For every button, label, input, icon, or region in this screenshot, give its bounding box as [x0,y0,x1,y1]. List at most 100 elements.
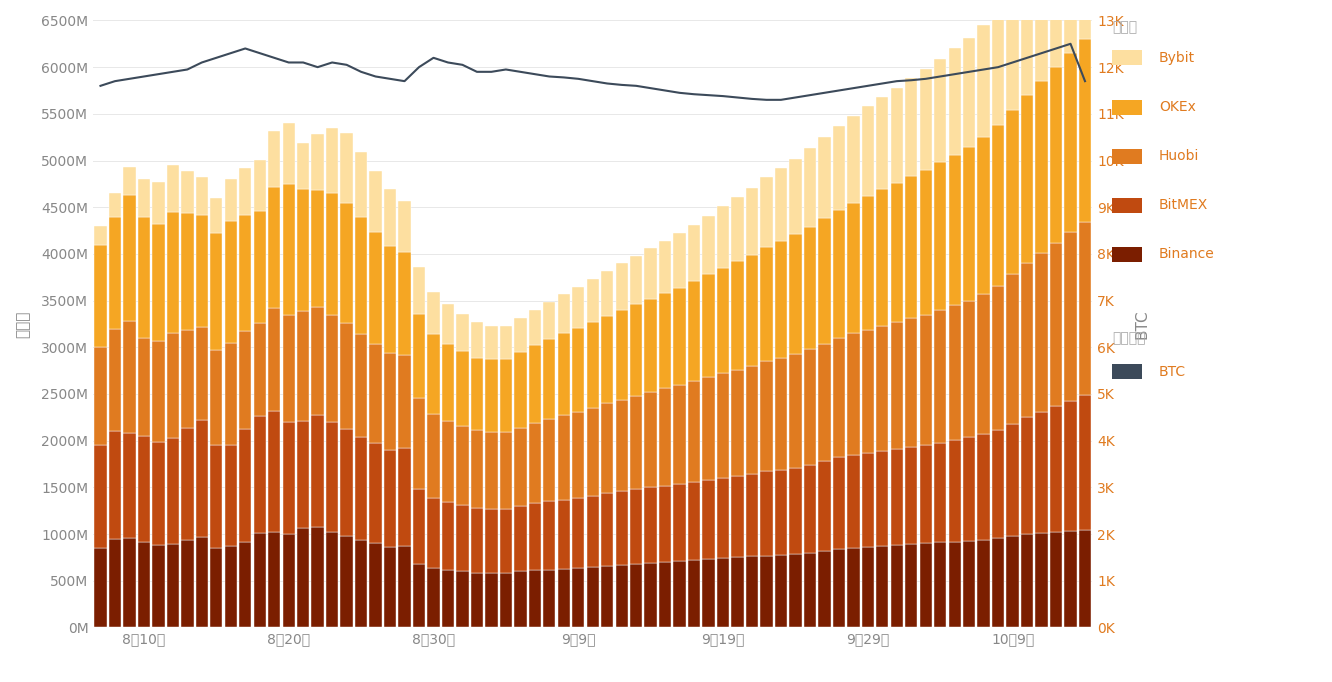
Bar [630,489,642,564]
Bar [803,349,817,465]
Bar [137,338,151,436]
Bar [586,408,599,496]
Bar [428,292,440,334]
Bar [687,560,701,627]
Bar [413,267,425,314]
Bar [573,286,585,327]
Bar [948,542,960,627]
Bar [919,314,932,445]
Bar [297,143,309,190]
Bar [891,322,903,449]
Bar [470,357,484,430]
Bar [341,428,353,536]
Bar [181,539,193,627]
Bar [95,245,107,347]
Bar [558,294,570,333]
Bar [948,48,960,155]
Bar [413,314,425,398]
Bar [645,392,657,488]
Bar [384,547,396,627]
Bar [818,218,831,344]
Bar [543,501,555,569]
Bar [818,344,831,461]
Bar [731,197,743,261]
Bar [369,231,382,344]
Bar [992,286,1004,430]
Bar [963,301,975,437]
Bar [992,430,1004,538]
Bar [775,357,787,470]
Bar [601,271,613,316]
Text: BitMEX: BitMEX [1159,198,1208,212]
Bar [687,481,701,560]
Bar [876,97,888,190]
Bar [790,235,802,354]
Bar [124,321,136,433]
Bar [645,299,657,392]
Bar [398,448,410,546]
Bar [803,552,817,627]
Bar [615,565,627,627]
Text: OKEx: OKEx [1159,100,1196,114]
Bar [891,88,903,183]
Bar [124,195,136,321]
Bar [312,307,324,415]
Text: Binance: Binance [1159,248,1215,261]
Bar [963,147,975,301]
Bar [529,310,541,345]
Bar [615,310,627,400]
Bar [1035,412,1048,533]
Bar [790,554,802,627]
Bar [240,542,252,627]
Bar [645,563,657,627]
Bar [282,123,294,184]
Bar [1007,0,1019,110]
Bar [297,421,309,529]
Bar [906,78,918,177]
Bar [862,329,874,453]
Bar [906,177,918,318]
Bar [832,549,844,627]
Bar [341,536,353,627]
Bar [95,445,107,548]
Bar [1020,263,1034,417]
Bar [297,190,309,311]
Bar [413,489,425,564]
Bar [124,433,136,538]
Bar [326,128,338,193]
Bar [384,246,396,353]
Bar [196,420,208,537]
Bar [1064,531,1076,627]
Bar [847,455,859,548]
Bar [687,225,701,281]
Bar [992,10,1004,125]
Bar [1050,406,1062,532]
Bar [95,548,107,627]
Bar [761,556,773,627]
Bar [1035,81,1048,253]
Bar [514,572,526,627]
Bar [702,480,715,559]
Y-axis label: 持仓额: 持仓额 [15,310,31,338]
Bar [109,431,121,539]
Bar [109,217,121,329]
Bar [210,445,222,548]
Bar [485,359,498,432]
Bar [354,218,368,334]
Bar [312,527,324,627]
Bar [1035,0,1048,81]
Bar [428,334,440,413]
Bar [354,152,368,218]
Bar [152,182,165,224]
Bar [702,216,715,274]
Bar [166,165,178,212]
Bar [326,314,338,422]
Bar [196,537,208,627]
Bar [384,190,396,246]
Bar [442,503,454,569]
Bar [282,534,294,627]
Bar [442,304,454,344]
Bar [500,509,511,574]
Bar [543,569,555,627]
Bar [514,506,526,572]
